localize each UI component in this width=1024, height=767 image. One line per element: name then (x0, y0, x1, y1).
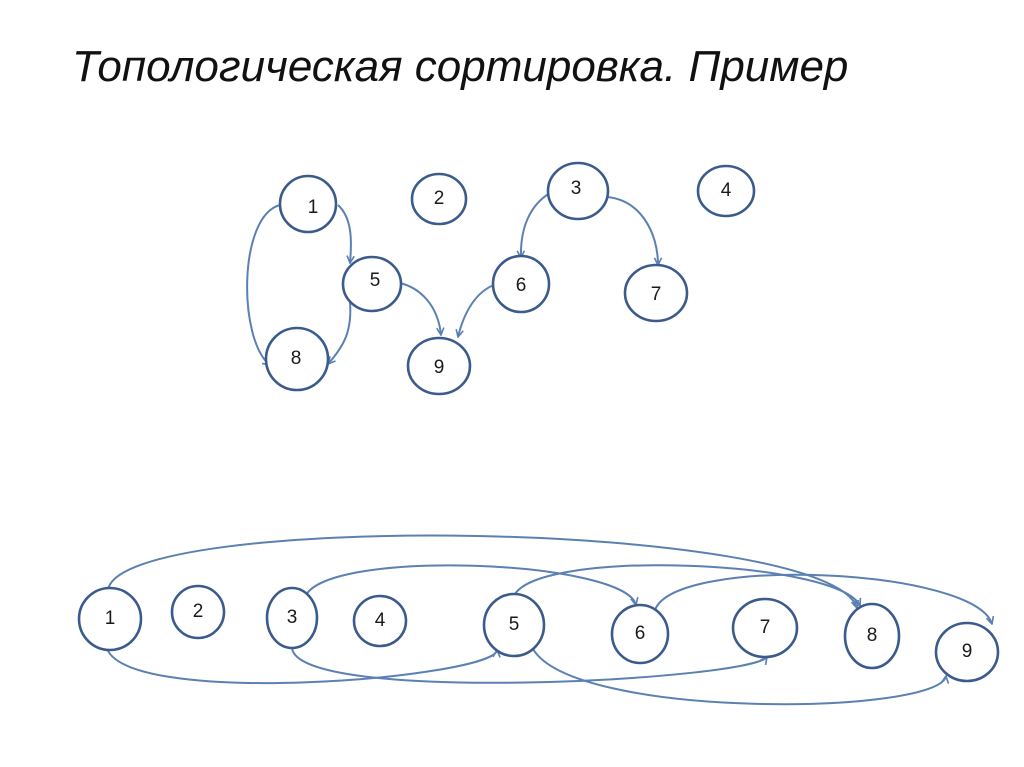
sorted-node-7-label: 7 (760, 617, 771, 638)
sorted-edges (105, 534, 992, 706)
sorted-node-7: 7 (731, 597, 799, 659)
graph-node-6: 6 (491, 254, 551, 314)
graph-node-3: 3 (546, 161, 610, 221)
graph-node-3-circle (546, 161, 610, 221)
graph-node-2-circle (410, 172, 468, 226)
sorted-node-6-circle (610, 603, 670, 665)
sorted-node-9-label: 9 (962, 641, 973, 662)
sorted-node-6-label: 6 (635, 623, 646, 644)
graph-node-6-label: 6 (516, 275, 527, 296)
graph-node-5-circle (341, 255, 403, 313)
graph-node-4-label: 4 (721, 180, 732, 201)
graph-edge-3-7 (606, 196, 658, 265)
sorted-node-6: 6 (610, 603, 670, 665)
sorted-node-9: 9 (934, 621, 1000, 683)
graph-node-6-circle (491, 254, 551, 314)
sorted-node-9-circle (934, 621, 1000, 683)
sorted-edge-5-9 (532, 648, 946, 706)
sorted-node-5-circle (482, 592, 546, 658)
sorted-node-4: 4 (352, 594, 408, 648)
sorted-node-7-circle (731, 597, 799, 659)
graph-edge-1-8 (246, 204, 281, 365)
graph-edges (246, 192, 658, 365)
sorted-node-2: 2 (170, 584, 226, 640)
graph-node-7-circle (623, 263, 689, 323)
graph-node-9: 9 (406, 336, 472, 396)
graph-node-9-label: 9 (434, 357, 445, 378)
graph-node-8: 8 (264, 326, 330, 392)
sorted-node-8: 8 (843, 602, 901, 670)
graph-node-1-label: 1 (308, 197, 319, 218)
graph-edge-1-5 (337, 204, 351, 263)
graph-node-8-label: 8 (291, 348, 302, 369)
sorted-node-8-circle (843, 602, 901, 670)
sorted-edge-3-7 (291, 647, 767, 684)
sorted-node-3-label: 3 (287, 607, 298, 628)
sorted-node-2-circle (170, 584, 226, 640)
graph-edge-5-9 (399, 282, 441, 335)
graph-node-3-label: 3 (571, 178, 582, 199)
sorted-node-1: 1 (77, 586, 143, 652)
sorted-edge-5-8 (513, 564, 860, 606)
graph-node-4-circle (696, 164, 756, 218)
sorted-nodes: 1 2 3 4 5 6 7 8 9 (77, 584, 1000, 683)
sorted-edge-1-5 (105, 644, 497, 684)
sorted-node-4-label: 4 (375, 610, 386, 631)
sorted-node-5-label: 5 (509, 614, 520, 635)
sorted-node-4-circle (352, 594, 408, 648)
graph-node-5-label: 5 (370, 270, 381, 291)
sorted-node-2-label: 2 (193, 601, 204, 622)
graph-edge-3-6 (521, 192, 551, 258)
graph-node-1: 1 (278, 174, 338, 234)
graph-node-5: 5 (341, 255, 403, 313)
graph-edge-6-9 (458, 284, 495, 337)
graph-node-9-circle (406, 336, 472, 396)
graph-node-2-label: 2 (434, 188, 445, 209)
sorted-node-3: 3 (265, 586, 319, 650)
graph-node-7-label: 7 (651, 284, 662, 305)
graph-nodes: 1 2 3 4 5 6 7 8 9 (264, 161, 756, 396)
graph-node-1-circle (278, 174, 338, 234)
graph-edge-5-8 (328, 301, 352, 364)
sorted-node-1-label: 1 (105, 608, 116, 629)
sorted-node-3-circle (265, 586, 319, 650)
graph-node-7: 7 (623, 263, 689, 323)
sorted-node-8-label: 8 (867, 625, 878, 646)
graph-node-4: 4 (696, 164, 756, 218)
sorted-edge-3-6 (304, 564, 636, 605)
sorted-node-1-circle (77, 586, 143, 652)
graph-node-8-circle (264, 326, 330, 392)
graph-node-2: 2 (410, 172, 468, 226)
sorted-node-5: 5 (482, 592, 546, 658)
sorted-edge-6-9 (654, 573, 992, 624)
slide-title: Топологическая сортировка. Пример (72, 42, 849, 91)
